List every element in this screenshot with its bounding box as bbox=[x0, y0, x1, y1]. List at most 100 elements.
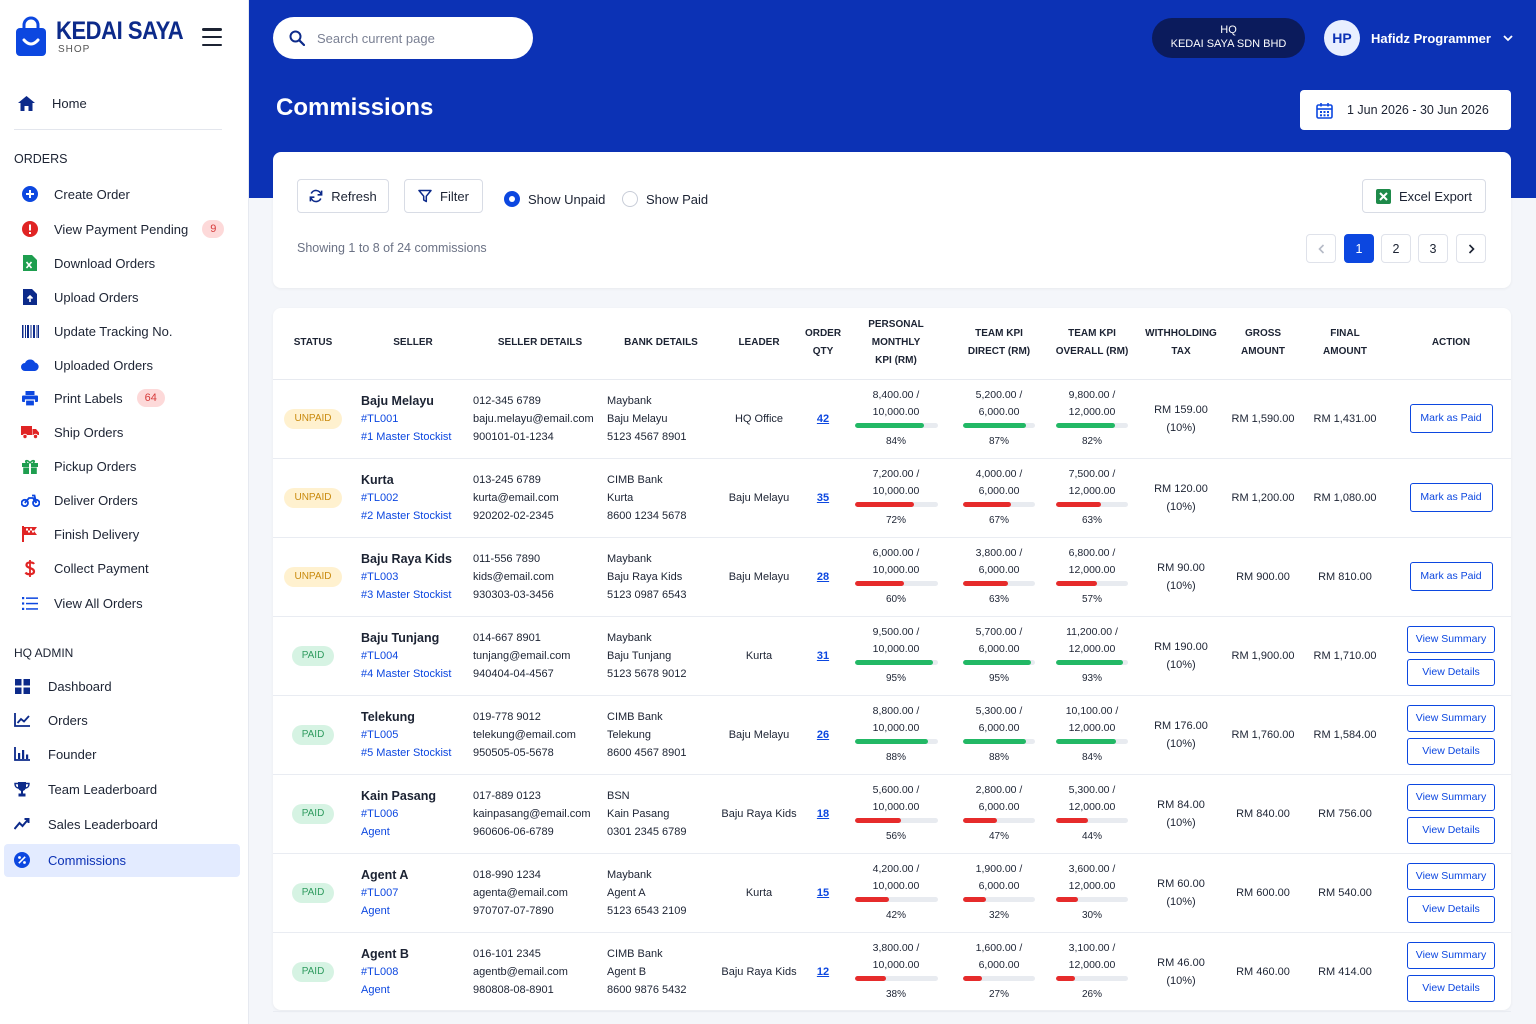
mark-as-paid-button[interactable]: Mark as Paid bbox=[1409, 562, 1493, 591]
sidebar-item-home[interactable]: Home bbox=[14, 91, 87, 115]
sidebar-item-upload-orders[interactable]: Upload Orders bbox=[18, 285, 139, 309]
mark-as-paid-button[interactable]: Mark as Paid bbox=[1409, 483, 1493, 512]
company-label: HQ bbox=[1220, 24, 1237, 36]
sidebar-item-collect-payment[interactable]: Collect Payment bbox=[18, 556, 149, 580]
sidebar-item-ship-orders[interactable]: Ship Orders bbox=[18, 420, 123, 444]
sidebar-item-label: Home bbox=[52, 95, 87, 111]
menu-toggle-icon[interactable] bbox=[202, 28, 222, 46]
seller-code: #TL007 bbox=[361, 886, 399, 899]
account-name: Baju Raya Kids bbox=[607, 570, 683, 583]
page-button-3[interactable]: 3 bbox=[1418, 234, 1448, 263]
view-summary-button[interactable]: View Summary bbox=[1407, 625, 1495, 653]
kpi-achieved: 7,500.00 / bbox=[1068, 468, 1116, 480]
brand-logo[interactable]: KEDAI SAYA SHOP bbox=[14, 16, 201, 58]
order-qty-link[interactable]: 12 bbox=[816, 965, 830, 978]
sidebar-item-view-payment-pending[interactable]: View Payment Pending 9 bbox=[18, 217, 225, 241]
order-qty-link[interactable]: 28 bbox=[816, 570, 830, 583]
show-unpaid-radio[interactable]: Show Unpaid bbox=[504, 191, 605, 207]
view-details-button[interactable]: View Details bbox=[1407, 658, 1495, 686]
kpi-progress-fill bbox=[854, 976, 887, 981]
prev-page-button[interactable] bbox=[1306, 234, 1336, 263]
page-button-2[interactable]: 2 bbox=[1381, 234, 1411, 263]
sidebar-item-team-leaderboard[interactable]: Team Leaderboard bbox=[10, 777, 157, 801]
account-number: 5123 0987 6543 bbox=[607, 588, 687, 601]
view-details-button[interactable]: View Details bbox=[1407, 974, 1495, 1002]
user-menu[interactable]: HP Hafidz Programmer bbox=[1324, 20, 1513, 56]
mark-as-paid-button[interactable]: Mark as Paid bbox=[1409, 404, 1493, 433]
sidebar-item-dashboard[interactable]: Dashboard bbox=[10, 674, 112, 698]
view-summary-button[interactable]: View Summary bbox=[1407, 941, 1495, 969]
view-details-button[interactable]: View Details bbox=[1407, 737, 1495, 765]
view-details-button[interactable]: View Details bbox=[1407, 895, 1495, 923]
sidebar-item-commissions[interactable]: Commissions bbox=[10, 848, 126, 872]
filter-button[interactable]: Filter bbox=[404, 179, 483, 213]
sidebar-item-download-orders[interactable]: Download Orders bbox=[18, 251, 155, 275]
kpi-progress-fill bbox=[963, 581, 1009, 586]
seller-ic: 930303-03-3456 bbox=[473, 588, 554, 601]
bank-details-cell: Maybank Baju Melayu 5123 4567 8901 bbox=[607, 379, 715, 459]
commissions-table-card: STATUS SELLER SELLER DETAILS BANK DETAIL… bbox=[273, 308, 1511, 1012]
order-qty-link[interactable]: 35 bbox=[816, 491, 830, 504]
sidebar-item-uploaded-orders[interactable]: Uploaded Orders bbox=[18, 353, 153, 377]
view-summary-button[interactable]: View Summary bbox=[1407, 704, 1495, 732]
sidebar-item-deliver-orders[interactable]: Deliver Orders bbox=[18, 488, 138, 512]
show-paid-radio[interactable]: Show Paid bbox=[622, 191, 708, 207]
sidebar-item-finish-delivery[interactable]: Finish Delivery bbox=[18, 522, 139, 546]
next-page-button[interactable] bbox=[1456, 234, 1486, 263]
order-qty-link[interactable]: 15 bbox=[816, 886, 830, 899]
kpi-progress-bar bbox=[1056, 818, 1128, 823]
tax-rate: (10%) bbox=[1166, 737, 1196, 750]
user-name: Hafidz Programmer bbox=[1371, 30, 1491, 46]
dollar-icon bbox=[18, 559, 42, 577]
sidebar-item-update-tracking-no[interactable]: Update Tracking No. bbox=[18, 319, 173, 343]
kpi-target: 6,000.00 bbox=[978, 959, 1020, 971]
kpi-achieved: 1,900.00 / bbox=[975, 863, 1023, 875]
sidebar-item-founder[interactable]: Founder bbox=[10, 742, 96, 766]
seller-name: Baju Tunjang bbox=[361, 630, 440, 645]
kpi-achieved: 3,600.00 / bbox=[1068, 863, 1116, 875]
gross-amount-cell: RM 840.00 bbox=[1227, 774, 1299, 854]
page-button-1[interactable]: 1 bbox=[1344, 234, 1374, 263]
view-details-button[interactable]: View Details bbox=[1407, 816, 1495, 844]
kpi-progress-fill bbox=[854, 739, 928, 744]
seller-name: Kurta bbox=[361, 472, 394, 487]
seller-email: telekung@email.com bbox=[473, 728, 576, 741]
view-summary-button[interactable]: View Summary bbox=[1407, 783, 1495, 811]
seller-email: baju.melayu@email.com bbox=[473, 412, 594, 425]
col-team-kpi-direct: TEAM KPI DIRECT (RM) bbox=[949, 308, 1049, 380]
trophy-icon bbox=[10, 781, 34, 797]
sidebar-item-view-all-orders[interactable]: View All Orders bbox=[18, 591, 143, 615]
kpi-achieved: 5,700.00 / bbox=[975, 626, 1023, 638]
seller-phone: 011-556 7890 bbox=[473, 552, 541, 565]
status-cell: UNPAID bbox=[273, 458, 353, 538]
sidebar-item-print-labels[interactable]: Print Labels 64 bbox=[18, 386, 165, 410]
trend-icon bbox=[10, 818, 34, 830]
leader-cell: Baju Raya Kids bbox=[715, 932, 803, 1012]
withholding-tax-cell: RM 46.00 (10%) bbox=[1135, 932, 1227, 1012]
seller-code: #TL005 bbox=[361, 728, 399, 741]
kpi-target: 10,000.00 bbox=[872, 801, 920, 813]
date-range-picker[interactable]: 1 Jun 2026 - 30 Jun 2026 bbox=[1300, 90, 1511, 130]
order-qty-link[interactable]: 31 bbox=[816, 649, 830, 662]
kpi-progress-bar bbox=[1056, 660, 1128, 665]
kpi-progress-fill bbox=[1056, 976, 1075, 981]
kpi-cell: 4,200.00 / 10,000.00 42% bbox=[843, 853, 949, 933]
refresh-button[interactable]: Refresh bbox=[297, 179, 389, 213]
radio-dot bbox=[504, 191, 520, 207]
company-selector[interactable]: HQ KEDAI SAYA SDN BHD bbox=[1152, 18, 1305, 58]
sidebar-item-pickup-orders[interactable]: Pickup Orders bbox=[18, 454, 136, 478]
order-qty-link[interactable]: 26 bbox=[816, 728, 830, 741]
kpi-target: 6,000.00 bbox=[978, 485, 1020, 497]
order-qty-link[interactable]: 18 bbox=[816, 807, 830, 820]
kpi-achieved: 1,600.00 / bbox=[975, 942, 1023, 954]
sidebar-item-orders[interactable]: Orders bbox=[10, 708, 88, 732]
search-input[interactable]: Search current page bbox=[273, 17, 533, 59]
sidebar-item-create-order[interactable]: Create Order bbox=[18, 182, 130, 206]
action-cell: Mark as Paid bbox=[1391, 379, 1511, 459]
order-qty-link[interactable]: 42 bbox=[816, 412, 830, 425]
excel-export-button[interactable]: Excel Export bbox=[1362, 179, 1486, 213]
view-summary-button[interactable]: View Summary bbox=[1407, 862, 1495, 890]
seller-cell: Baju Tunjang #TL004 #4 Master Stockist bbox=[353, 616, 473, 696]
kpi-target: 10,000.00 bbox=[872, 643, 920, 655]
sidebar-item-sales-leaderboard[interactable]: Sales Leaderboard bbox=[10, 812, 158, 836]
